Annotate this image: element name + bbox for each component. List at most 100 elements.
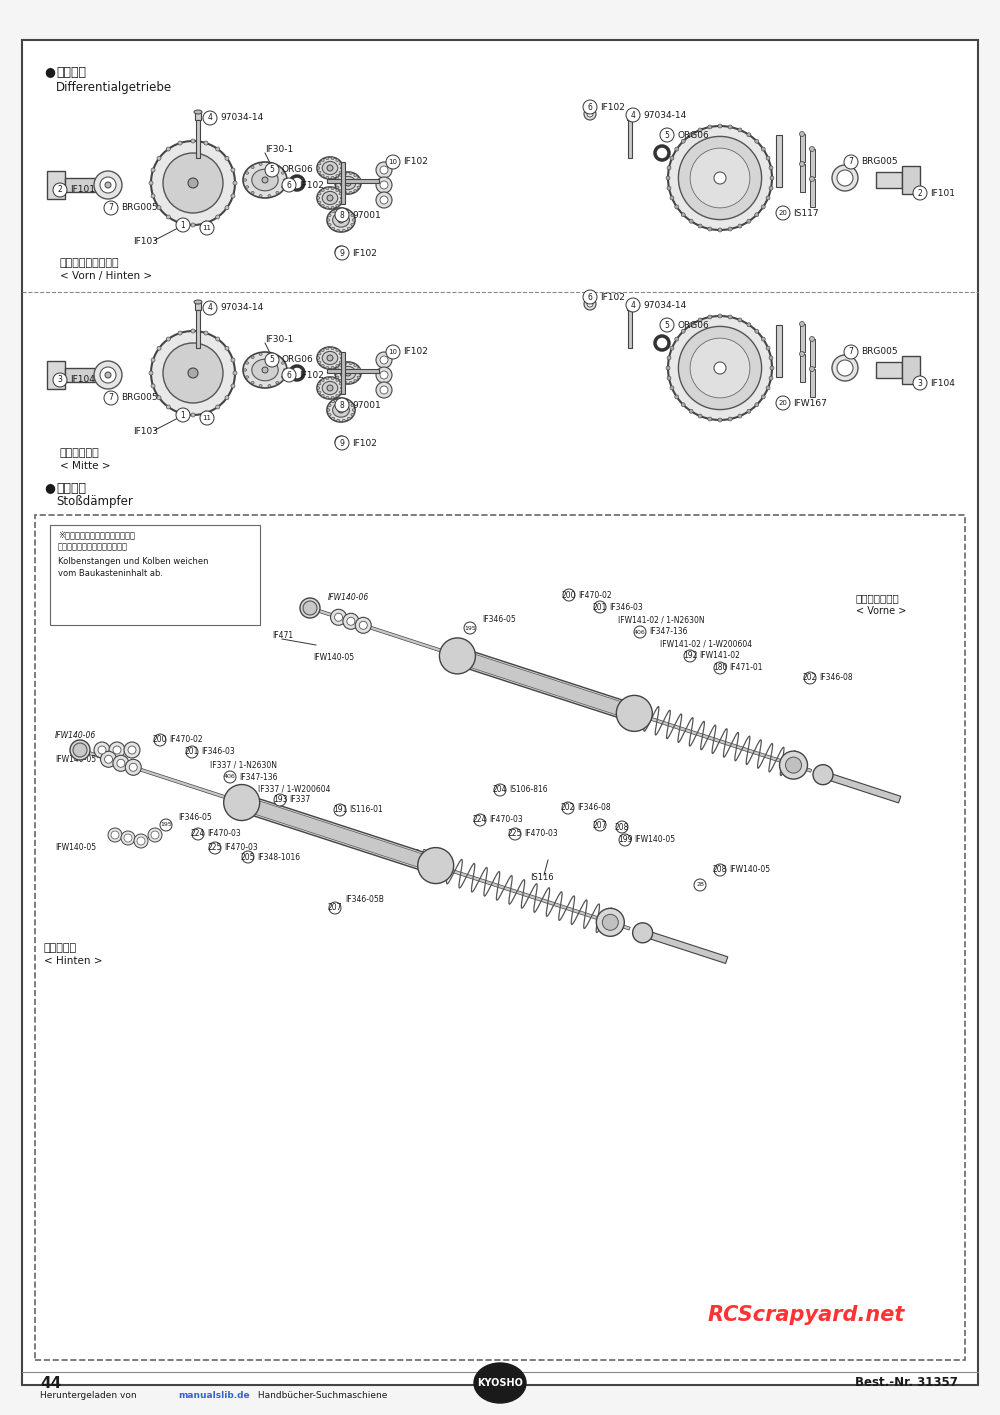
Circle shape bbox=[203, 110, 217, 125]
Text: ORG06: ORG06 bbox=[677, 321, 709, 330]
Ellipse shape bbox=[276, 357, 279, 358]
Ellipse shape bbox=[328, 224, 331, 226]
Text: ※ピストンとシャフトはセットに: ※ピストンとシャフトはセットに bbox=[58, 531, 135, 539]
Polygon shape bbox=[822, 771, 901, 802]
Circle shape bbox=[128, 746, 136, 754]
Ellipse shape bbox=[322, 161, 338, 174]
Ellipse shape bbox=[317, 157, 343, 180]
Ellipse shape bbox=[718, 314, 722, 318]
Circle shape bbox=[583, 290, 597, 304]
Ellipse shape bbox=[328, 214, 331, 216]
Ellipse shape bbox=[380, 166, 388, 174]
Circle shape bbox=[335, 246, 349, 260]
Text: ORG06: ORG06 bbox=[282, 166, 314, 174]
Ellipse shape bbox=[337, 398, 340, 400]
Text: IF470-03: IF470-03 bbox=[207, 829, 241, 839]
Ellipse shape bbox=[327, 166, 333, 171]
Ellipse shape bbox=[708, 226, 712, 231]
Circle shape bbox=[439, 638, 475, 674]
Ellipse shape bbox=[342, 398, 345, 400]
Ellipse shape bbox=[321, 158, 324, 161]
Ellipse shape bbox=[333, 212, 349, 228]
Ellipse shape bbox=[225, 347, 229, 351]
Circle shape bbox=[583, 100, 597, 115]
Ellipse shape bbox=[276, 166, 279, 168]
Ellipse shape bbox=[689, 219, 693, 224]
Text: 97001: 97001 bbox=[352, 400, 381, 409]
Circle shape bbox=[329, 901, 341, 914]
Bar bbox=[800, 324, 805, 352]
Ellipse shape bbox=[714, 362, 726, 374]
Ellipse shape bbox=[268, 163, 271, 166]
Ellipse shape bbox=[331, 347, 334, 350]
Circle shape bbox=[386, 156, 400, 168]
Ellipse shape bbox=[354, 190, 357, 192]
Ellipse shape bbox=[769, 376, 773, 381]
Ellipse shape bbox=[810, 366, 814, 372]
Ellipse shape bbox=[335, 246, 347, 258]
Bar bbox=[627, 301, 632, 310]
Ellipse shape bbox=[204, 331, 208, 335]
Text: 20: 20 bbox=[779, 209, 787, 216]
Ellipse shape bbox=[166, 147, 170, 151]
Text: IF102: IF102 bbox=[352, 249, 377, 258]
Bar bbox=[50, 525, 260, 625]
Ellipse shape bbox=[376, 352, 392, 368]
Text: 207: 207 bbox=[328, 904, 342, 913]
Ellipse shape bbox=[166, 405, 170, 409]
Ellipse shape bbox=[358, 372, 361, 374]
Text: 5: 5 bbox=[665, 321, 669, 330]
Text: IF102: IF102 bbox=[352, 439, 377, 447]
Ellipse shape bbox=[678, 327, 762, 409]
Ellipse shape bbox=[766, 156, 770, 160]
Ellipse shape bbox=[667, 187, 671, 190]
Ellipse shape bbox=[321, 205, 324, 207]
Ellipse shape bbox=[246, 185, 249, 188]
Text: IFW140-06: IFW140-06 bbox=[55, 730, 96, 740]
Text: Stoßdämpfer: Stoßdämpfer bbox=[56, 495, 133, 508]
Ellipse shape bbox=[376, 177, 392, 192]
Circle shape bbox=[124, 833, 132, 842]
Ellipse shape bbox=[321, 365, 324, 366]
Ellipse shape bbox=[231, 168, 235, 173]
Bar bbox=[341, 161, 345, 204]
Text: ORG06: ORG06 bbox=[677, 130, 709, 140]
Ellipse shape bbox=[766, 195, 770, 200]
Ellipse shape bbox=[246, 376, 249, 378]
Text: RCScrapyard.net: RCScrapyard.net bbox=[708, 1305, 905, 1324]
Text: 4: 4 bbox=[208, 113, 212, 123]
Ellipse shape bbox=[327, 398, 355, 422]
Ellipse shape bbox=[336, 205, 339, 207]
Ellipse shape bbox=[380, 371, 388, 379]
Ellipse shape bbox=[244, 178, 247, 181]
Text: IF471-01: IF471-01 bbox=[729, 664, 763, 672]
Ellipse shape bbox=[100, 366, 116, 383]
Ellipse shape bbox=[340, 366, 356, 379]
Ellipse shape bbox=[178, 221, 182, 225]
Ellipse shape bbox=[338, 439, 344, 444]
Ellipse shape bbox=[332, 211, 335, 212]
Ellipse shape bbox=[225, 156, 229, 160]
Ellipse shape bbox=[331, 157, 334, 160]
Ellipse shape bbox=[800, 161, 804, 167]
Text: 97001: 97001 bbox=[352, 211, 381, 219]
Ellipse shape bbox=[327, 385, 333, 391]
Bar bbox=[776, 325, 782, 376]
Ellipse shape bbox=[251, 382, 254, 383]
Circle shape bbox=[343, 613, 359, 630]
Text: IF346-03: IF346-03 bbox=[201, 747, 235, 757]
Ellipse shape bbox=[351, 413, 354, 416]
Ellipse shape bbox=[769, 355, 773, 359]
Ellipse shape bbox=[800, 351, 804, 357]
Ellipse shape bbox=[354, 174, 357, 177]
Ellipse shape bbox=[317, 167, 320, 170]
Text: 3: 3 bbox=[918, 378, 922, 388]
Text: IFW140-05: IFW140-05 bbox=[313, 654, 354, 662]
Bar bbox=[195, 112, 201, 120]
Ellipse shape bbox=[259, 194, 262, 197]
Ellipse shape bbox=[336, 368, 339, 369]
Circle shape bbox=[594, 601, 606, 613]
Circle shape bbox=[684, 649, 696, 662]
Text: IF346-05: IF346-05 bbox=[482, 616, 516, 624]
Text: 9: 9 bbox=[340, 249, 344, 258]
